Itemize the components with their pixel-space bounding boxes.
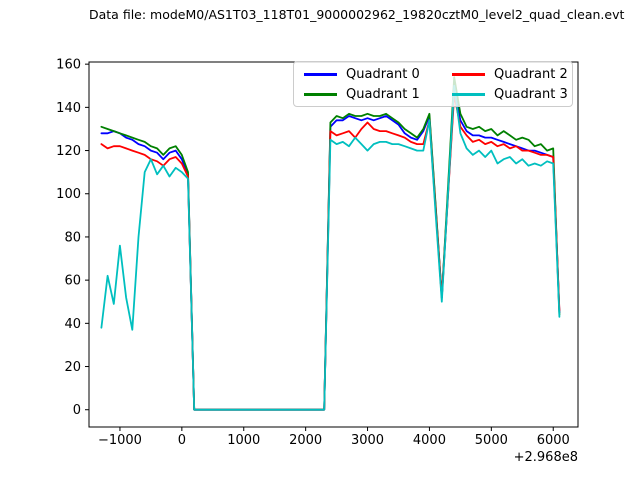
- legend-item-quadrant-1: Quadrant 1: [304, 84, 452, 104]
- y-tick-label: 100: [56, 187, 81, 202]
- x-axis-offset-label: +2.968e8: [513, 450, 578, 465]
- legend-label-quadrant-2: Quadrant 2: [494, 66, 568, 82]
- x-tick-label: 5000: [475, 433, 508, 448]
- legend-item-quadrant-3: Quadrant 3: [452, 84, 568, 104]
- legend-label-quadrant-1: Quadrant 1: [346, 86, 420, 102]
- y-tick-label: 160: [56, 58, 81, 73]
- x-tick-label: 2000: [289, 433, 322, 448]
- y-tick-label: 40: [64, 317, 81, 332]
- legend-line-sample-quadrant-0: [304, 72, 337, 76]
- plot-title: Data file: modeM0/AS1T03_118T01_90000029…: [89, 7, 625, 22]
- x-tick-label: 3000: [351, 433, 384, 448]
- axes-frame: [88, 61, 579, 428]
- legend-line-sample-quadrant-3: [452, 92, 485, 96]
- x-tick-label: 0: [178, 433, 186, 448]
- legend-item-quadrant-2: Quadrant 2: [452, 64, 568, 84]
- y-tick-label: 60: [64, 274, 81, 289]
- legend-line-sample-quadrant-1: [304, 92, 337, 96]
- series-line-quadrant-1: [100, 76, 561, 411]
- y-tick-label: 140: [56, 101, 81, 116]
- x-tick-label: −1000: [98, 433, 142, 448]
- legend-item-quadrant-0: Quadrant 0: [304, 64, 452, 84]
- legend-label-quadrant-0: Quadrant 0: [346, 66, 420, 82]
- legend: Quadrant 0 Quadrant 1 Quadrant 2 Quadrant 3: [293, 61, 573, 107]
- x-tick-label: 6000: [537, 433, 570, 448]
- x-tick-label: 1000: [227, 433, 260, 448]
- series-line-quadrant-3: [100, 84, 561, 411]
- series-line-quadrant-2: [100, 93, 561, 411]
- y-tick-label: 20: [64, 360, 81, 375]
- y-tick-label: 120: [56, 144, 81, 159]
- legend-line-sample-quadrant-2: [452, 72, 485, 76]
- legend-label-quadrant-3: Quadrant 3: [494, 86, 568, 102]
- x-tick-label: 4000: [413, 433, 446, 448]
- y-tick-label: 80: [64, 230, 81, 245]
- y-tick-label: 0: [73, 403, 81, 418]
